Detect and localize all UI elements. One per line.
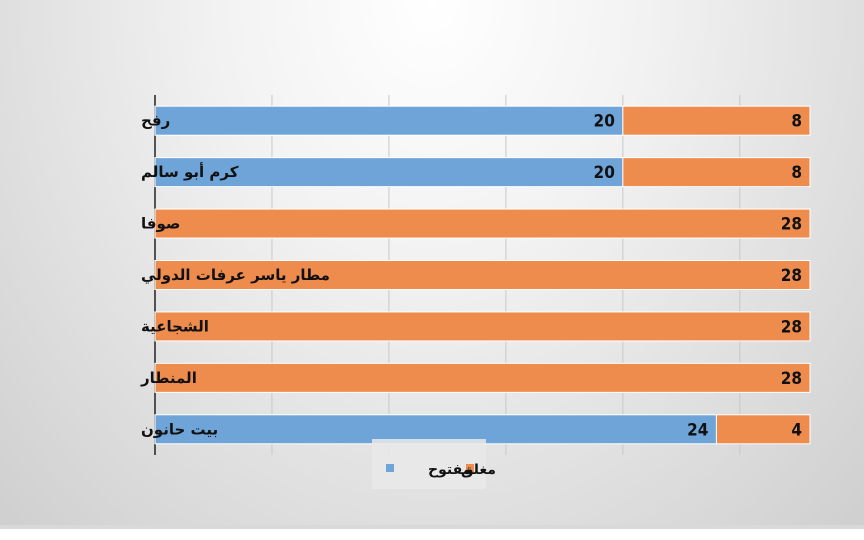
bar-closed — [622, 105, 811, 136]
bar-closed — [154, 208, 811, 239]
legend-label-open: مفتوح — [428, 462, 471, 478]
category-label: رفح — [141, 112, 170, 130]
bar-closed — [154, 260, 811, 290]
bar-open — [154, 105, 624, 136]
data-label: 8 — [791, 163, 802, 183]
data-label: 20 — [594, 112, 615, 132]
bar-closed — [715, 414, 811, 445]
category-label: مطار ياسر عرفات الدولي — [141, 266, 330, 284]
category-label: الشجاعية — [141, 317, 209, 335]
bars — [154, 105, 811, 445]
category-label: كرم أبو سالم — [141, 162, 239, 181]
data-label: 28 — [781, 317, 802, 337]
data-label: 28 — [781, 215, 802, 235]
data-label: 28 — [781, 369, 802, 389]
bar-closed — [154, 362, 811, 393]
bottom-divider — [0, 525, 864, 529]
data-label: 24 — [687, 420, 708, 440]
category-label: بيت حانون — [141, 420, 218, 438]
data-label: 8 — [791, 112, 802, 132]
category-label: صوفا — [141, 215, 180, 233]
legend-swatch-closed — [466, 464, 474, 472]
bar-closed — [154, 311, 811, 342]
bar-closed — [622, 157, 811, 188]
data-label: 20 — [594, 163, 615, 183]
labels: 20 8 رفح 20 8 كرم أبو سالم 28 صوفا 28 مطار ياسر ع… — [140, 112, 802, 441]
category-label: المنطار — [140, 369, 197, 387]
legend-swatch-open — [386, 464, 394, 472]
data-label: 4 — [791, 420, 802, 440]
legend-label-closed: مغلق — [461, 462, 496, 478]
data-label: 28 — [781, 266, 802, 286]
